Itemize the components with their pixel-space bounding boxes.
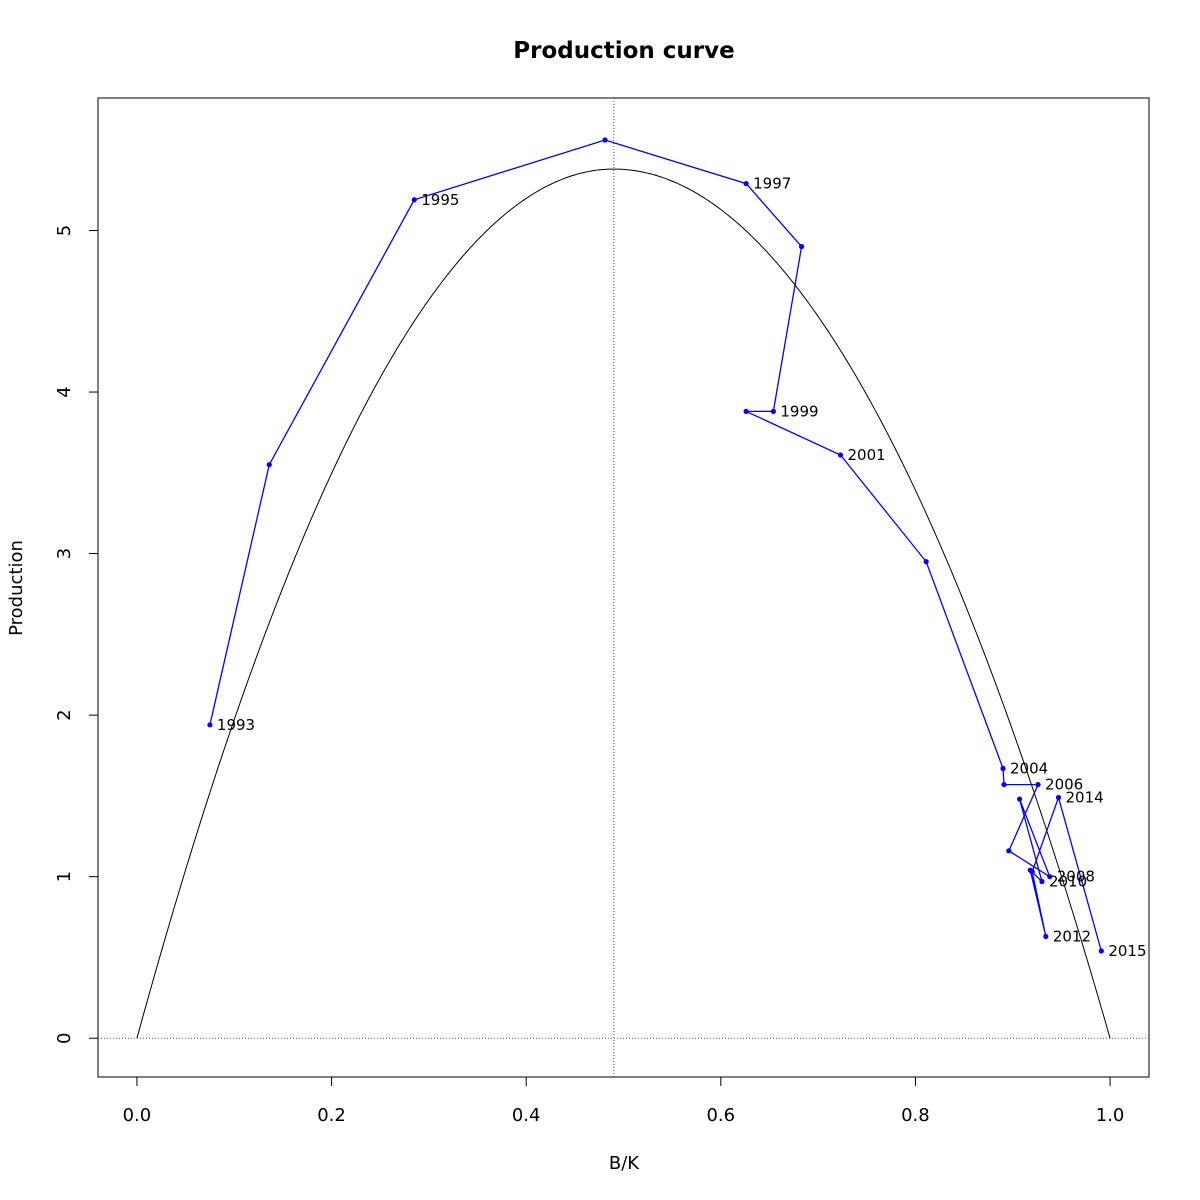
data-point: [1035, 781, 1041, 788]
point-label: 1995: [421, 191, 459, 209]
point-label: 1993: [217, 716, 255, 734]
data-point: [1055, 794, 1062, 801]
data-point: [1001, 781, 1007, 788]
data-point: [798, 244, 805, 250]
data-point: [1016, 796, 1023, 802]
point-label: 2015: [1108, 942, 1146, 960]
y-tick-label: 0: [54, 1033, 75, 1044]
point-label: 2012: [1053, 927, 1091, 945]
plot-frame: [97, 97, 1150, 1078]
y-axis: 0 1 2 3 4 5: [54, 225, 99, 1044]
data-point: [207, 722, 213, 728]
data-point: [770, 408, 776, 415]
x-tick-label: 0.8: [901, 1105, 930, 1126]
model-curve: [136, 168, 1111, 1039]
chart-title: Production curve: [513, 38, 734, 64]
y-tick-label: 1: [54, 871, 75, 882]
data-point: [1006, 848, 1012, 854]
point-label: 2010: [1049, 873, 1087, 891]
x-tick-label: 0.6: [706, 1105, 735, 1126]
point-label: 1999: [780, 402, 818, 420]
point-label: 2004: [1010, 759, 1048, 777]
y-tick-label: 3: [54, 548, 75, 559]
data-point: [743, 181, 749, 187]
data-point: [1047, 874, 1053, 880]
point-label: 2001: [848, 446, 886, 464]
reference-lines: [98, 98, 1149, 1077]
data-point: [923, 559, 929, 565]
data-point: [1098, 948, 1104, 954]
data-point: [1039, 878, 1045, 885]
y-tick-label: 4: [54, 386, 75, 397]
y-tick-label: 5: [54, 225, 75, 236]
y-axis-label: Production: [6, 540, 27, 636]
point-label: 2008: [1057, 868, 1095, 886]
data-point: [602, 137, 608, 143]
point-label: 2014: [1065, 789, 1103, 807]
point-label: 1997: [753, 175, 791, 193]
series-line: [209, 139, 1102, 952]
y-tick-label: 2: [54, 709, 75, 720]
x-tick-label: 0.2: [317, 1105, 346, 1126]
x-tick-label: 1.0: [1096, 1105, 1125, 1126]
x-axis-label: B/K: [609, 1153, 640, 1174]
x-tick-label: 0.0: [123, 1105, 152, 1126]
model-curve-line: [136, 168, 1111, 1039]
point-label: 2006: [1045, 776, 1083, 794]
data-point: [837, 452, 844, 458]
data-point: [1000, 765, 1006, 772]
data-point: [1043, 933, 1049, 940]
data-point: [411, 197, 417, 203]
data-point: [266, 462, 272, 468]
x-tick-label: 0.4: [512, 1105, 541, 1126]
x-axis: 0.0 0.2 0.4 0.6 0.8 1.0: [123, 1076, 1125, 1126]
data-point: [1029, 869, 1035, 875]
data-point: [743, 408, 749, 415]
